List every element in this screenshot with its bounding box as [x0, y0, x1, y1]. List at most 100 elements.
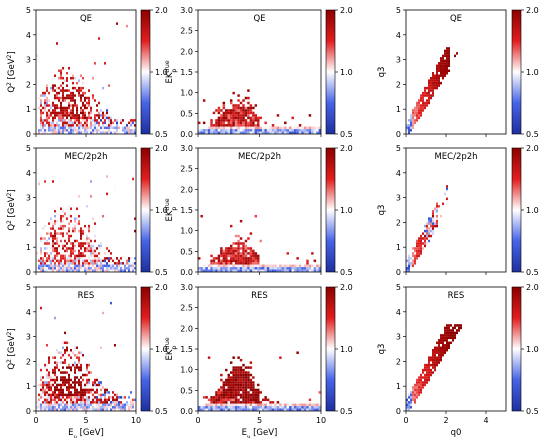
heatmap-cell: [416, 114, 418, 117]
heatmap-cell: [406, 398, 408, 402]
heatmap-cell: [58, 69, 60, 72]
heatmap-cell: [118, 267, 120, 270]
heatmap-cell: [80, 237, 82, 240]
heatmap-cell: [422, 386, 424, 389]
y-tick-label: 3.0: [180, 6, 193, 15]
heatmap-cell: [448, 341, 450, 345]
heatmap-cell: [84, 119, 86, 122]
x-tick-label: 2: [443, 416, 448, 425]
heatmap-cell: [48, 381, 50, 384]
heatmap-cell: [80, 376, 82, 379]
heatmap-cell: [68, 94, 70, 97]
heatmap-cell: [422, 101, 424, 105]
heatmap-cell: [120, 264, 122, 268]
heatmap-cell: [60, 111, 62, 115]
heatmap-cell: [303, 269, 307, 272]
heatmap-cell: [90, 239, 92, 243]
heatmap-cell: [286, 269, 290, 272]
heatmap-cell: [112, 393, 114, 397]
heatmap-cell: [225, 262, 228, 265]
heatmap-cell: [212, 129, 216, 132]
heatmap-cell: [430, 229, 432, 233]
heatmap-cell: [122, 403, 124, 407]
heatmap-cell: [254, 388, 258, 392]
heatmap-cell: [80, 234, 82, 238]
heatmap-cell: [62, 269, 64, 272]
heatmap-cell: [412, 398, 414, 402]
heatmap-cell: [200, 269, 203, 272]
heatmap-cell: [222, 267, 226, 270]
heatmap-cell: [66, 381, 68, 384]
heatmap-cell: [54, 119, 56, 122]
heatmap-cell: [232, 381, 235, 384]
heatmap-cell: [432, 224, 434, 228]
heatmap-cell: [418, 99, 420, 102]
heatmap-cell: [416, 252, 418, 255]
heatmap-cell: [106, 129, 108, 132]
heatmap-cell: [64, 124, 66, 127]
heatmap-cell: [306, 403, 309, 407]
heatmap-cell: [220, 247, 223, 250]
heatmap-cell: [72, 259, 74, 263]
heatmap-cell: [46, 381, 48, 384]
heatmap-cell: [217, 398, 221, 402]
heatmap-cell: [408, 129, 410, 132]
heatmap-cell: [96, 269, 98, 272]
heatmap-cell: [217, 121, 221, 125]
heatmap-cell: [296, 267, 299, 270]
heatmap-cell: [222, 257, 226, 260]
colorbar-tick-label: 0.5: [155, 407, 168, 416]
heatmap-cell: [430, 363, 432, 367]
heatmap-cell: [264, 406, 267, 409]
heatmap-cell: [48, 264, 50, 268]
heatmap-cell: [225, 114, 228, 117]
heatmap-cell: [94, 121, 96, 125]
heatmap-cell: [70, 403, 72, 407]
heatmap-cell: [446, 349, 448, 352]
heatmap-cell: [52, 406, 54, 409]
x-tick-label: 10: [131, 416, 141, 425]
heatmap-cell: [249, 259, 253, 263]
heatmap-cell: [52, 222, 54, 225]
heatmap-cell: [416, 101, 418, 105]
y-tick-label: 1: [26, 382, 31, 391]
heatmap-cell: [412, 121, 414, 125]
heatmap-cell: [56, 249, 58, 253]
heatmap-cell: [289, 129, 292, 132]
heatmap-cell: [50, 383, 52, 387]
heatmap-cell: [124, 267, 126, 270]
heatmap-cell: [76, 111, 78, 115]
heatmap-cells: [406, 185, 448, 272]
heatmap-cell: [430, 217, 432, 220]
heatmap-cell: [102, 269, 104, 272]
label-part: q3: [377, 344, 387, 355]
heatmap-cell: [289, 126, 292, 130]
heatmap-cell: [106, 403, 108, 407]
heatmap-cell: [62, 366, 64, 369]
heatmap-cells: [36, 22, 136, 134]
heatmap-cell: [217, 396, 221, 399]
heatmap-cell: [94, 391, 96, 394]
heatmap-cell: [46, 239, 48, 243]
heatmap-cell: [54, 116, 56, 120]
colorbar-tick-label: 1.0: [340, 206, 353, 215]
heatmap-cell: [86, 129, 88, 132]
heatmap-cell: [50, 269, 52, 272]
heatmap-cell: [46, 401, 48, 404]
heatmap-cell: [76, 119, 78, 122]
y-tick-label: 1: [396, 105, 401, 114]
heatmap-cell: [70, 393, 72, 397]
heatmap-cell: [82, 378, 84, 382]
heatmap-cell: [126, 24, 128, 28]
heatmap-cells: [198, 351, 321, 411]
heatmap-cell: [78, 195, 80, 198]
heatmap-cell: [438, 84, 440, 87]
axes-frame: [405, 147, 507, 273]
heatmap-cell: [58, 129, 60, 132]
heatmap-cell: [232, 259, 235, 263]
heatmap-cell: [420, 99, 422, 102]
heatmap-cell: [252, 106, 255, 110]
heatmap-cell: [430, 84, 432, 87]
heatmap-cell: [234, 111, 238, 115]
heatmap-cell: [298, 408, 302, 411]
